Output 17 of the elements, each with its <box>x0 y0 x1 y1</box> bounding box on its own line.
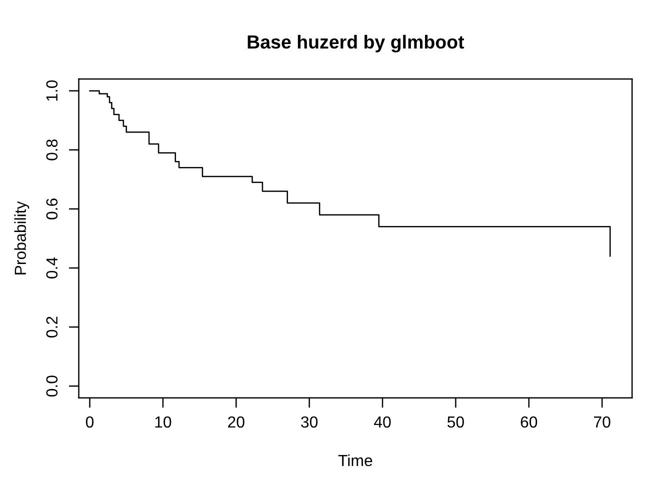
y-tick-label: 0.8 <box>46 139 58 160</box>
y-tick-label: 0.6 <box>46 198 58 220</box>
y-tick-label: 0.2 <box>46 316 58 338</box>
x-tick-label: 40 <box>374 416 391 428</box>
x-tick-label: 50 <box>447 416 464 428</box>
x-tick-label: 70 <box>594 416 610 428</box>
x-tick-label: 20 <box>228 416 244 428</box>
y-tick-label: 0.0 <box>46 376 58 397</box>
chart-title: Base huzerd by glmboot <box>248 34 464 52</box>
y-tick-label: 1.0 <box>46 80 58 101</box>
x-tick-label: 60 <box>520 416 538 428</box>
x-axis-title: Time <box>338 454 372 466</box>
y-tick-label: 0.4 <box>46 257 58 278</box>
x-tick-label: 0 <box>86 416 94 428</box>
y-axis-title: Probability <box>14 201 30 274</box>
x-tick-label: 10 <box>155 416 172 428</box>
x-tick-label: 30 <box>301 416 318 428</box>
